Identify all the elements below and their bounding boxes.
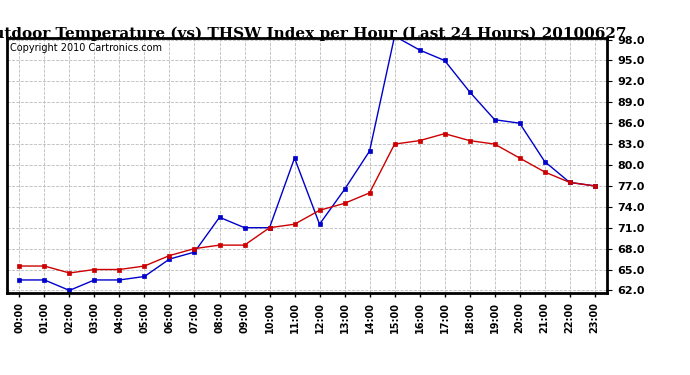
Text: Copyright 2010 Cartronics.com: Copyright 2010 Cartronics.com (10, 43, 162, 52)
Text: Outdoor Temperature (vs) THSW Index per Hour (Last 24 Hours) 20100627: Outdoor Temperature (vs) THSW Index per … (0, 26, 627, 40)
